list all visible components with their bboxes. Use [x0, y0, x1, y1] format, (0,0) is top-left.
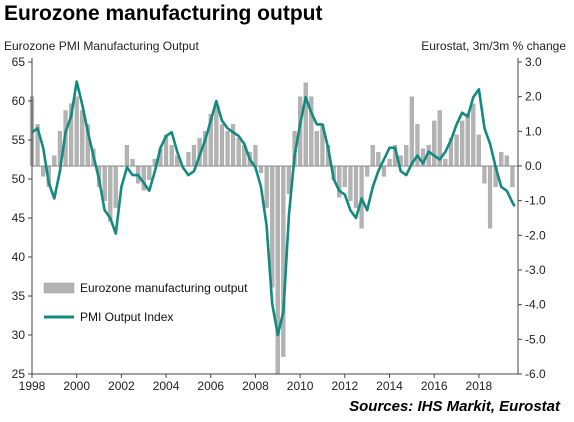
output-bar: [113, 165, 118, 208]
output-bar: [147, 165, 152, 181]
x-tick-label: 2008: [242, 379, 269, 393]
output-bar: [186, 151, 191, 167]
right-tick-label: -3.0: [525, 263, 546, 277]
output-bar: [219, 124, 225, 167]
output-bar: [236, 138, 241, 167]
output-bar: [264, 165, 269, 208]
output-bar: [281, 165, 286, 357]
output-bar: [348, 165, 353, 201]
pmi-output-line: [31, 80, 516, 337]
output-bar: [102, 165, 107, 201]
output-bar: [225, 131, 230, 167]
output-bar: [258, 165, 264, 174]
output-bar: [404, 145, 409, 167]
right-tick-label: 0.0: [525, 159, 542, 173]
legend: Eurozone manufacturing output PMI Output …: [43, 281, 248, 324]
bar-series: [29, 82, 515, 375]
output-bar: [487, 165, 493, 229]
output-bar: [353, 165, 359, 208]
output-bar: [432, 120, 437, 167]
x-tick-label: 2018: [466, 379, 493, 393]
source-note: Sources: IHS Markit, Eurostat: [349, 398, 560, 415]
chart-title: Eurozone manufacturing output: [4, 2, 323, 25]
left-tick-label: 40: [12, 250, 26, 264]
output-bar: [471, 103, 476, 167]
right-tick-label: 3.0: [525, 55, 542, 69]
right-tick-label: -2.0: [525, 228, 546, 242]
output-bar: [387, 158, 392, 167]
right-tick-label: -5.0: [525, 332, 546, 346]
output-bar: [342, 165, 347, 187]
left-tick-label: 45: [12, 211, 26, 225]
legend-bar-label: Eurozone manufacturing output: [80, 281, 248, 295]
output-bar: [108, 165, 113, 222]
right-tick-label: 2.0: [525, 90, 542, 104]
output-bar: [499, 151, 504, 167]
left-tick-label: 65: [12, 55, 26, 69]
output-bar: [370, 145, 375, 167]
x-tick-label: 2002: [108, 379, 135, 393]
legend-bar-swatch: [43, 282, 75, 294]
output-bar: [504, 155, 509, 167]
left-tick-label: 35: [12, 289, 26, 303]
output-bar: [409, 96, 414, 167]
output-bar: [275, 165, 280, 375]
left-tick-label: 60: [12, 94, 26, 108]
output-bar: [52, 155, 57, 167]
output-bar: [314, 131, 319, 167]
output-bar: [376, 151, 381, 167]
x-tick-label: 2004: [153, 379, 180, 393]
output-bar: [443, 158, 448, 167]
output-bar: [130, 158, 135, 167]
output-bar: [454, 134, 459, 167]
output-bar: [124, 145, 130, 167]
x-tick-label: 2006: [197, 379, 224, 393]
right-tick-label: -1.0: [525, 194, 546, 208]
output-bar: [381, 165, 387, 177]
output-bar: [359, 165, 364, 229]
right-tick-label: -6.0: [525, 367, 546, 381]
right-axis-label: Eurostat, 3m/3m % change: [421, 39, 566, 53]
output-bar: [253, 145, 258, 167]
left-tick-label: 55: [12, 133, 26, 147]
left-axis-label: Eurozone PMI Manufacturing Output: [4, 39, 199, 53]
output-bar: [465, 113, 470, 167]
x-tick-label: 1998: [19, 379, 46, 393]
output-bar: [74, 96, 79, 167]
legend-line-label: PMI Output Index: [80, 310, 173, 324]
x-tick-label: 2014: [376, 379, 403, 393]
output-bar: [303, 82, 308, 167]
output-bar: [476, 134, 481, 167]
output-bar: [214, 103, 219, 167]
output-bar: [169, 145, 174, 167]
output-bar: [41, 165, 46, 177]
x-tick-label: 2000: [63, 379, 90, 393]
output-bar: [365, 165, 370, 177]
x-tick-label: 2016: [421, 379, 448, 393]
right-tick-label: -4.0: [525, 298, 546, 312]
x-tick-label: 2012: [331, 379, 358, 393]
left-tick-label: 30: [12, 328, 26, 342]
output-bar: [460, 120, 465, 167]
left-tick-label: 50: [12, 172, 26, 186]
axes: 25 30 35 40 45 50 55 60 65 -6.0 -5.0 -4.0 -3.0 -2.0 -1…: [12, 55, 546, 393]
output-bar: [482, 165, 487, 184]
output-bar: [191, 145, 197, 167]
left-tick-label: 25: [12, 367, 26, 381]
x-tick-label: 2010: [287, 379, 314, 393]
right-tick-label: 1.0: [525, 124, 542, 138]
output-bar: [510, 165, 515, 187]
output-bar: [80, 110, 85, 167]
